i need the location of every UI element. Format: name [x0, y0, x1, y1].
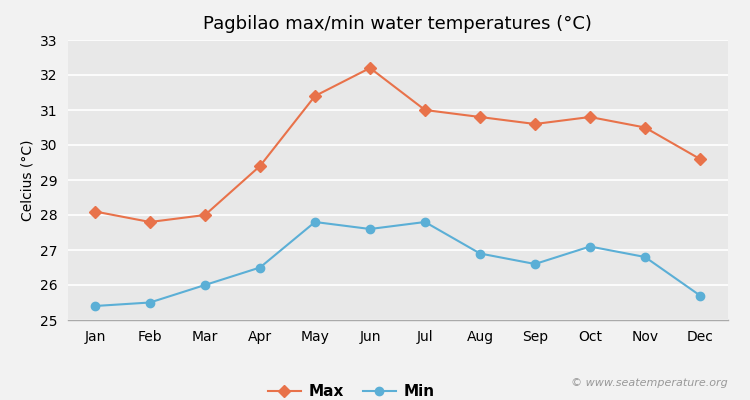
Max — [586, 114, 595, 119]
Min — [476, 251, 484, 256]
Min — [91, 304, 100, 308]
Max — [365, 66, 374, 70]
Max — [421, 108, 430, 112]
Max — [476, 114, 484, 119]
Max — [310, 94, 320, 98]
Min — [146, 300, 154, 305]
Min — [365, 226, 374, 231]
Min — [421, 220, 430, 224]
Max — [256, 164, 265, 168]
Min — [530, 262, 539, 266]
Min — [640, 255, 650, 260]
Title: Pagbilao max/min water temperatures (°C): Pagbilao max/min water temperatures (°C) — [203, 15, 592, 33]
Min — [695, 293, 704, 298]
Text: © www.seatemperature.org: © www.seatemperature.org — [571, 378, 728, 388]
Min — [200, 282, 209, 287]
Line: Max: Max — [91, 64, 704, 226]
Max — [91, 209, 100, 214]
Min — [256, 265, 265, 270]
Max — [200, 213, 209, 218]
Line: Min: Min — [91, 218, 704, 310]
Y-axis label: Celcius (°C): Celcius (°C) — [20, 139, 34, 221]
Max — [695, 156, 704, 161]
Max — [530, 122, 539, 126]
Max — [640, 125, 650, 130]
Legend: Max, Min: Max, Min — [262, 378, 441, 400]
Min — [586, 244, 595, 249]
Min — [310, 220, 320, 224]
Max — [146, 220, 154, 224]
